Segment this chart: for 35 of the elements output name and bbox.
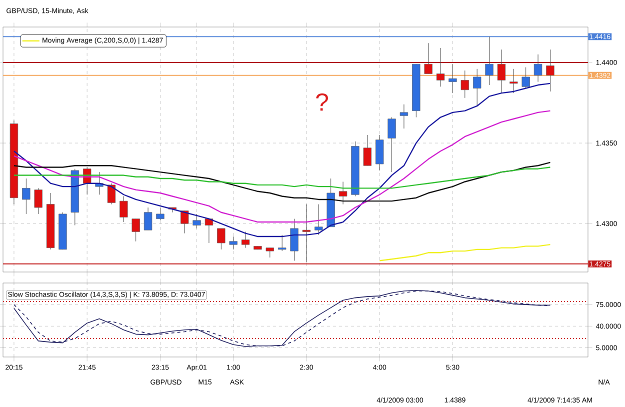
candlestick (546, 49, 554, 92)
candlestick (363, 134, 372, 166)
candlestick (204, 218, 214, 244)
line-series (378, 244, 551, 262)
candlestick (338, 181, 348, 205)
candlestick (132, 218, 140, 242)
candlestick (229, 236, 238, 250)
candlestick (424, 42, 432, 74)
candlestick (460, 70, 469, 98)
candlestick (314, 204, 323, 236)
candlestick (22, 178, 30, 214)
candlestick (156, 207, 164, 221)
candlestick (400, 104, 408, 129)
candlestick (120, 196, 128, 222)
annotation: ? (316, 93, 328, 111)
candlestick (34, 188, 42, 214)
candlestick (485, 36, 494, 86)
candlestick (107, 183, 116, 205)
candlestick (534, 54, 542, 82)
candlestick (278, 234, 286, 252)
candlestick (266, 248, 274, 258)
candlestick (522, 67, 530, 88)
candlestick (510, 68, 518, 94)
candlestick (472, 68, 482, 106)
candlestick (302, 204, 311, 263)
candlestick (241, 231, 250, 248)
candlestick (436, 48, 445, 87)
candlestick (497, 49, 506, 94)
candlestick (192, 214, 201, 229)
candlestick (448, 64, 457, 94)
candlestick (217, 228, 226, 250)
candlestick (144, 207, 152, 230)
candlestick (388, 117, 396, 172)
candlestick (180, 210, 189, 234)
candlestick (290, 218, 298, 261)
